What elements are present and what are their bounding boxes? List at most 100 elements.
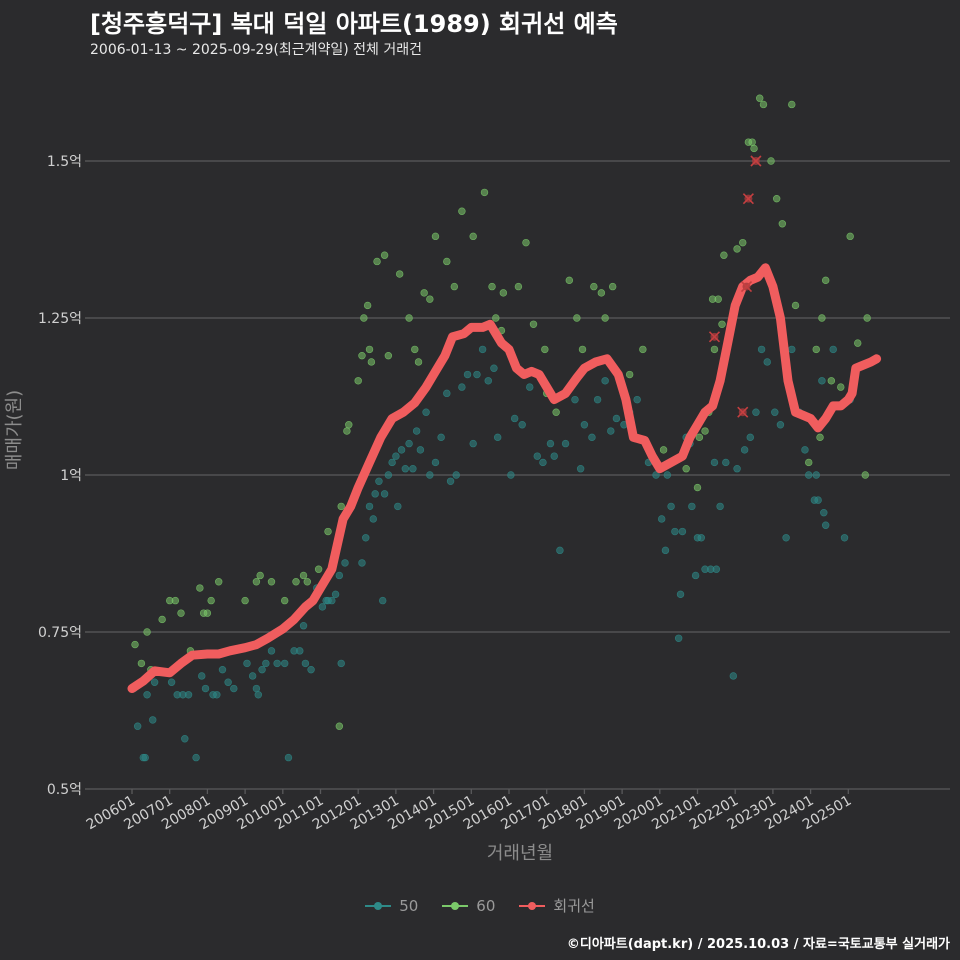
data-point-50 <box>358 559 366 567</box>
legend-item-regression: 회귀선 <box>519 895 595 916</box>
data-point-50 <box>431 458 440 467</box>
data-point-50 <box>192 753 200 762</box>
data-point-60 <box>739 238 747 247</box>
data-point-60 <box>373 257 381 266</box>
data-point-50 <box>478 345 487 354</box>
data-point-50 <box>518 421 526 429</box>
data-point-50 <box>405 439 413 448</box>
data-point-60 <box>360 314 368 322</box>
data-point-60 <box>292 578 300 586</box>
data-point-50 <box>267 647 276 655</box>
data-point-60 <box>384 351 393 360</box>
data-point-50 <box>141 753 149 762</box>
data-point-60 <box>395 270 404 278</box>
data-point-60 <box>203 609 212 617</box>
data-point-50 <box>840 534 849 542</box>
data-point-60 <box>573 314 581 322</box>
data-point-50 <box>422 408 430 416</box>
scatter-points <box>130 94 871 762</box>
data-point-60 <box>420 289 428 297</box>
data-point-50 <box>712 565 721 573</box>
data-point-50 <box>752 408 760 416</box>
data-point-60 <box>639 345 647 354</box>
data-point-50 <box>776 421 785 429</box>
data-point-60 <box>324 527 332 536</box>
data-point-50 <box>710 458 719 467</box>
data-point-50 <box>198 672 206 680</box>
data-point-50 <box>284 753 293 762</box>
data-point-60 <box>601 314 609 322</box>
data-point-60 <box>827 377 836 385</box>
data-point-60 <box>846 232 854 241</box>
data-point-50 <box>688 502 696 511</box>
data-point-60 <box>414 358 423 366</box>
data-point-60 <box>625 370 634 379</box>
data-point-60 <box>767 157 775 165</box>
legend-label-regression: 회귀선 <box>553 897 595 915</box>
data-point-60 <box>405 314 413 322</box>
data-point-50 <box>612 414 621 423</box>
data-point-50 <box>576 465 585 473</box>
data-point-50 <box>258 665 266 674</box>
data-point-50 <box>213 691 221 699</box>
legend-label-50: 50 <box>399 896 419 915</box>
data-point-60 <box>171 596 180 605</box>
data-point-50 <box>678 527 687 536</box>
data-point-50 <box>397 446 406 454</box>
data-point-60 <box>863 314 871 322</box>
data-point-60 <box>565 276 574 285</box>
data-point-50 <box>262 659 270 668</box>
data-point-50 <box>588 433 596 442</box>
data-point-60 <box>480 188 489 197</box>
data-point-50 <box>254 691 262 699</box>
y-tick-label: 0.5억 <box>47 782 82 798</box>
data-point-60 <box>488 282 496 291</box>
data-point-50 <box>571 395 579 404</box>
data-point-50 <box>607 427 615 435</box>
data-point-50 <box>533 452 541 460</box>
data-point-60 <box>590 282 598 291</box>
grid-layer <box>90 160 950 790</box>
data-point-50 <box>593 395 602 404</box>
legend: 50 60 회귀선 <box>0 895 960 916</box>
data-point-60 <box>788 100 796 109</box>
chart-subtitle: 2006-01-13 ~ 2025-09-29(최근계약일) 전체 거래건 <box>90 42 422 58</box>
regression-line <box>127 263 882 693</box>
data-point-60 <box>443 257 451 266</box>
data-point-50 <box>426 471 434 479</box>
data-point-60 <box>821 276 830 285</box>
data-point-60 <box>854 339 862 347</box>
legend-item-60: 60 <box>442 895 495 916</box>
data-point-60 <box>367 358 376 366</box>
data-point-60 <box>756 94 764 102</box>
data-point-50 <box>380 490 389 498</box>
data-point-50 <box>757 345 766 354</box>
data-point-50 <box>580 421 589 429</box>
data-point-60 <box>158 615 166 624</box>
regression-marker-x <box>750 155 762 167</box>
data-point-60 <box>469 232 477 241</box>
data-point-60 <box>280 596 289 605</box>
data-point-60 <box>426 295 434 303</box>
data-point-60 <box>552 408 560 416</box>
data-point-60 <box>701 427 709 435</box>
data-point-50 <box>331 590 340 599</box>
data-point-50 <box>771 408 779 416</box>
data-point-50 <box>143 691 151 699</box>
legend-key-regression <box>519 899 546 913</box>
data-point-50 <box>469 439 477 448</box>
data-point-60 <box>354 377 362 385</box>
data-point-50 <box>409 465 417 473</box>
data-point-50 <box>392 452 400 460</box>
data-point-50 <box>526 383 534 391</box>
data-point-50 <box>801 446 809 454</box>
data-point-60 <box>177 609 185 617</box>
data-point-60 <box>695 433 704 442</box>
y-tick-label: 1.5억 <box>47 154 82 170</box>
data-point-60 <box>812 345 820 354</box>
y-tick-label: 1억 <box>60 468 82 484</box>
data-point-50 <box>463 370 472 379</box>
data-point-50 <box>663 471 672 479</box>
data-point-50 <box>473 370 481 379</box>
data-point-50 <box>667 502 675 511</box>
